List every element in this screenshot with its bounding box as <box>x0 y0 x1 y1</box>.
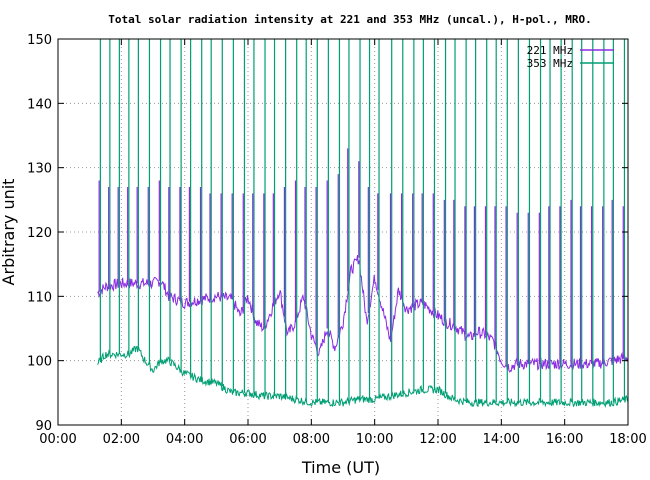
x-tick-label: 16:00 <box>546 432 583 447</box>
series-line-353-mhz <box>97 345 629 409</box>
chart-title: Total solar radiation intensity at 221 a… <box>108 13 591 26</box>
y-tick-label: 100 <box>27 355 52 370</box>
x-tick-label: 10:00 <box>356 432 393 447</box>
x-tick-label: 04:00 <box>166 432 203 447</box>
y-tick-label: 140 <box>27 97 52 112</box>
x-axis-label: Time (UT) <box>301 458 380 477</box>
legend-label: 221 MHz <box>527 44 573 57</box>
y-tick-label: 110 <box>27 290 52 305</box>
y-tick-label: 90 <box>35 419 52 434</box>
x-tick-label: 08:00 <box>293 432 330 447</box>
axis-ticks: 00:00 02:00 04:00 06:00 08:00 10:00 12:00 14:00… <box>27 33 647 447</box>
y-tick-label: 150 <box>27 33 52 48</box>
x-tick-label: 06:00 <box>229 432 266 447</box>
x-tick-label: 12:00 <box>419 432 456 447</box>
grid <box>58 39 628 425</box>
x-tick-label: 18:00 <box>609 432 646 447</box>
series-layer <box>97 39 629 409</box>
series-353-mhz <box>97 39 629 409</box>
x-tick-label: 14:00 <box>483 432 520 447</box>
y-tick-label: 120 <box>27 226 52 241</box>
y-axis-label: Arbitrary unit <box>0 179 18 286</box>
series-221-mhz <box>97 148 629 373</box>
legend-label: 353 MHz <box>527 57 573 70</box>
x-tick-label: 02:00 <box>103 432 140 447</box>
x-tick-label: 00:00 <box>39 432 76 447</box>
y-tick-label: 130 <box>27 162 52 177</box>
